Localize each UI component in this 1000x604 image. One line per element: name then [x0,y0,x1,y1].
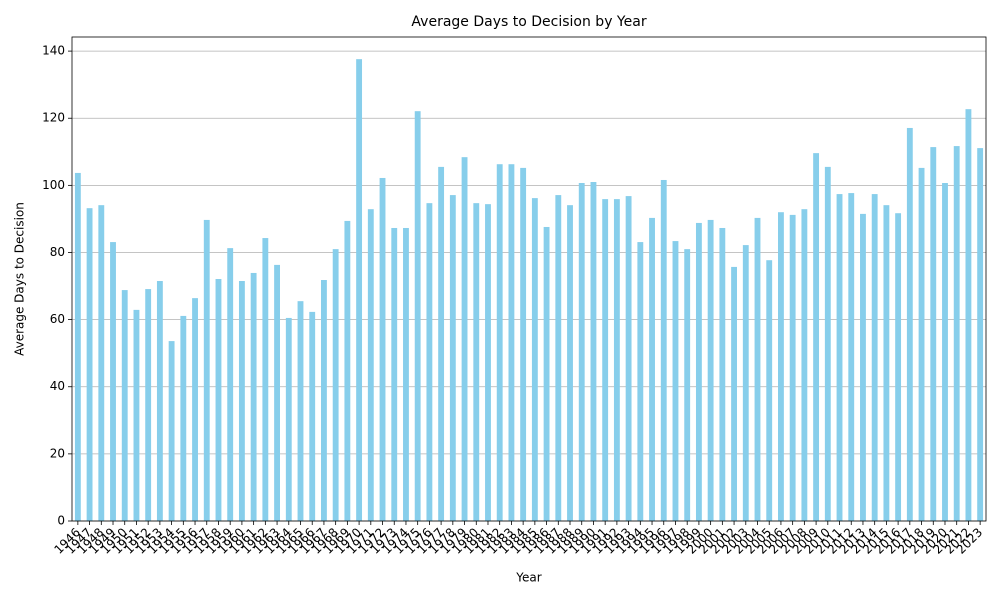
bar [192,298,198,521]
bar [649,217,655,521]
bar [977,148,984,521]
bar [227,248,234,521]
bar [860,213,866,521]
bar [98,205,105,521]
bar [836,194,843,521]
bar [145,289,152,521]
bar [813,153,820,521]
bar [660,179,667,521]
bar [473,203,480,522]
bar [262,238,269,521]
plot-frame [71,36,987,522]
bar [285,317,292,521]
bar [508,164,515,522]
bar [883,205,890,521]
chart-title: Average Days to Decision by Year [411,14,646,30]
bar [555,195,562,522]
bar [602,199,609,521]
bar [180,315,187,521]
y-tick-label: 60 [50,312,65,326]
bar [379,177,386,521]
x-axis-label: Year [515,571,541,585]
bar [789,214,796,521]
bar [942,183,948,521]
bar [520,167,527,521]
bar [156,281,163,521]
bar [801,209,808,521]
bar [309,311,316,521]
bar [953,146,960,522]
bar [485,204,491,521]
bar [731,266,737,521]
bar [461,157,468,521]
axes: 0204060801001201401946194719481949195019… [42,44,985,557]
bar [367,209,374,521]
bar [403,227,409,521]
bar [871,194,878,521]
bar [531,198,538,522]
bar [297,301,304,521]
bar [86,208,93,521]
bar [449,195,456,522]
bar [590,181,597,522]
bar [543,226,550,521]
bar [74,172,81,521]
bar [321,280,327,521]
bar [824,166,831,521]
bar [578,183,585,521]
bar [133,309,140,521]
bar [274,264,280,521]
bar [168,341,175,521]
bar [250,272,257,521]
bar [672,241,679,521]
bar [707,219,714,521]
bar [613,199,620,521]
bar [766,260,773,521]
bar [906,127,913,521]
y-tick-label: 140 [42,44,65,58]
bar [742,245,749,522]
bar [438,166,445,521]
bar [496,164,503,522]
bar [414,111,421,522]
bars [74,59,984,522]
bar [848,193,855,521]
bar [332,249,339,521]
bar [426,203,433,522]
bar [344,220,351,522]
grid [72,50,986,522]
bar [695,222,702,521]
bar [719,227,726,521]
y-tick-label: 0 [57,514,65,528]
y-axis-label: Average Days to Decision [13,202,27,356]
bar [110,242,116,522]
bar [778,212,784,521]
bar [567,205,573,521]
bar [391,227,398,521]
bar [637,242,644,522]
y-tick-label: 120 [42,111,65,125]
bar [895,213,902,521]
bar [930,147,937,521]
y-tick-label: 80 [50,245,65,259]
y-tick-label: 40 [50,379,65,393]
bar [965,109,972,521]
bar [203,219,210,521]
bar [238,281,245,521]
y-tick-label: 100 [42,178,65,192]
bar [121,290,128,521]
y-tick-label: 20 [50,446,65,460]
bar [918,167,925,521]
bar [215,279,222,521]
bar [356,59,363,522]
bar [684,249,691,521]
bar [625,196,632,521]
bar [754,217,761,521]
